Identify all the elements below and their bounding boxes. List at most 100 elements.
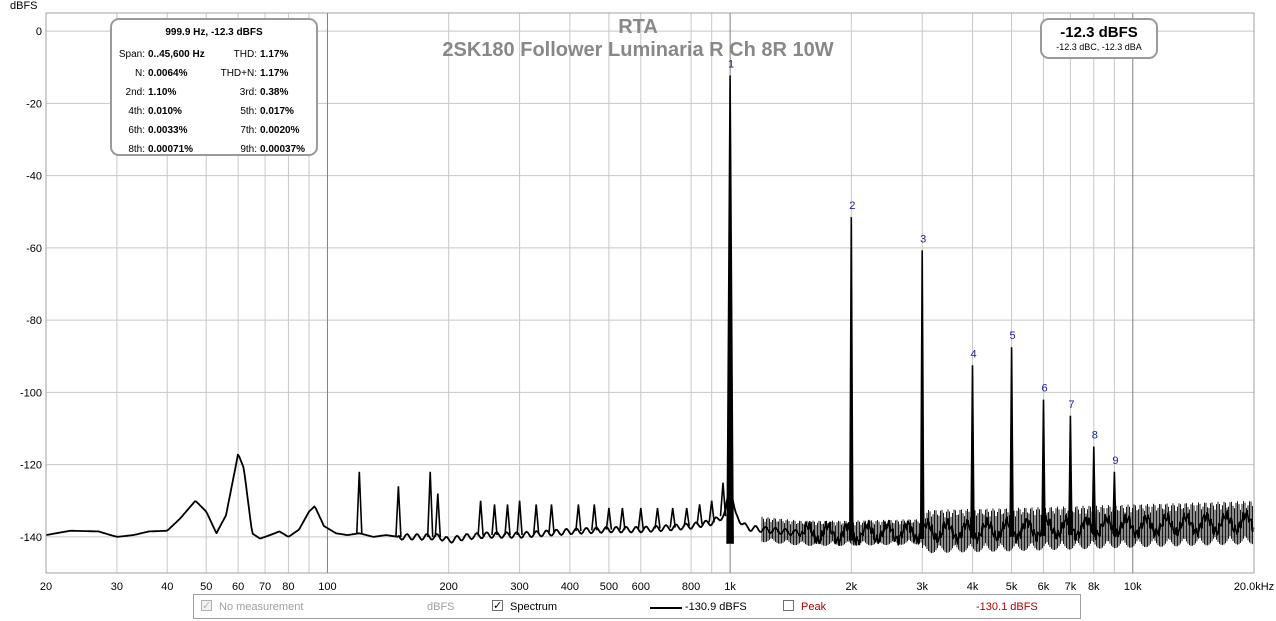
spectrum-label: Spectrum [510, 601, 558, 613]
no-measurement-checkbox[interactable]: ✓ [201, 600, 212, 612]
y-tick-label: 0 [36, 26, 42, 38]
distortion-stats-panel: 999.9 Hz, -12.3 dBFS Span: 0..45,600 Hz … [110, 18, 318, 156]
hum-spur [696, 504, 703, 525]
x-tick-label: 30 [111, 581, 123, 593]
no-measurement-unit: dBFS [427, 601, 455, 613]
harmonic-label: 4 [970, 348, 976, 360]
harmonic-label: 5 [1010, 330, 1016, 342]
harmonic-label: 8 [1092, 430, 1098, 442]
stat-label: 3rd: [239, 87, 257, 98]
x-tick-label: 600 [632, 581, 650, 593]
harmonic-peaks [356, 75, 1117, 544]
x-tick-label: 10k [1124, 581, 1142, 593]
stat-label: 6th: [128, 125, 145, 136]
stat-label: 7th: [240, 125, 257, 136]
spectrum-value: -130.9 dBFS [685, 601, 747, 613]
hum-spur [619, 507, 626, 530]
level-readout: -12.3 dBFS -12.3 dBC, -12.3 dBA [1040, 18, 1158, 59]
spectrum-line [45, 453, 1255, 546]
x-tick-label: 1k [724, 581, 736, 593]
x-tick-label: 100 [318, 581, 336, 593]
x-tick-label: 20.0kHz [1234, 581, 1274, 593]
hum-spur [356, 471, 363, 534]
hum-spur [654, 507, 661, 529]
y-tick-label: -20 [26, 98, 42, 110]
harmonic-peak [970, 365, 975, 538]
x-tick-label: 8k [1088, 581, 1100, 593]
stat-value: 0.00037% [260, 144, 306, 155]
x-tick-label: 20 [40, 581, 52, 593]
harmonic-label: 3 [920, 233, 926, 245]
peak-label: Peak [801, 601, 827, 613]
stat-value: 0.0033% [148, 125, 188, 136]
x-tick-label: 7k [1065, 581, 1077, 593]
chart-subtitle: 2SK180 Follower Luminaria R Ch 8R 10W [442, 39, 833, 61]
x-tick-label: 800 [682, 581, 700, 593]
hum-spur [719, 482, 727, 517]
x-tick-label: 60 [232, 581, 244, 593]
hum-spur [708, 500, 715, 523]
x-axis-ticks: 20 30 40 50 60 70 80 100 200 300 400 500 600 800 1k 2k 3… [40, 581, 1274, 593]
y-tick-label: -120 [20, 460, 42, 472]
hum-spur [683, 507, 690, 527]
chart-title: RTA [618, 16, 658, 38]
y-tick-label: -80 [26, 315, 42, 327]
stat-label: N: [135, 68, 145, 79]
stat-value: 1.17% [260, 68, 289, 79]
hum-spur [491, 504, 498, 536]
harmonic-labels: 1 2 3 4 5 6 7 8 9 [728, 59, 1118, 467]
y-tick-label: -60 [26, 243, 42, 255]
y-tick-label: -140 [20, 532, 42, 544]
y-axis-ticks: 0 -20 -40 -60 -80 -100 -120 -140 [20, 26, 42, 544]
x-tick-label: 200 [439, 581, 457, 593]
x-tick-label: 500 [600, 581, 618, 593]
hum-spur [532, 504, 540, 534]
stat-value: 1.10% [148, 87, 177, 98]
x-tick-label: 40 [161, 581, 173, 593]
stat-label: 8th: [128, 144, 145, 155]
harmonic-peak [919, 250, 925, 539]
x-tick-label: 300 [510, 581, 528, 593]
harmonic-label: 9 [1112, 455, 1118, 467]
x-tick-label: 3k [916, 581, 928, 593]
y-tick-label: -40 [26, 171, 42, 183]
harmonic-label: 2 [849, 200, 855, 212]
y-tick-label: -100 [20, 387, 42, 399]
harmonic-peak [1091, 446, 1097, 535]
hum-spur [575, 504, 582, 532]
stats-header: 999.9 Hz, -12.3 dBFS [165, 27, 263, 38]
x-tick-label: 80 [282, 581, 294, 593]
stat-label: Span: [118, 49, 145, 60]
x-tick-label: 6k [1038, 581, 1050, 593]
stat-value: 0.017% [260, 106, 294, 117]
harmonic-label: 6 [1041, 383, 1047, 395]
stat-label: THD: [233, 49, 257, 60]
harmonic-peak [1112, 471, 1117, 534]
stat-value: 0.0064% [148, 68, 188, 79]
stat-value: 0.38% [260, 87, 289, 98]
peak-checkbox[interactable] [783, 600, 794, 611]
stat-label: 9th: [240, 144, 257, 155]
x-tick-label: 4k [967, 581, 979, 593]
harmonic-peak [1009, 347, 1014, 537]
hum-spur [548, 504, 555, 533]
stat-value: 1.17% [260, 49, 289, 60]
stat-label: 4th: [128, 106, 145, 117]
stat-label: 2nd: [125, 87, 145, 98]
peak-value: -130.1 dBFS [976, 601, 1038, 613]
stat-value: 0.0020% [260, 125, 300, 136]
hum-spur [637, 507, 645, 530]
hum-spur [605, 507, 613, 530]
hum-spur [434, 493, 442, 537]
hum-spur [516, 500, 523, 536]
spectrum-line-swatch [650, 607, 682, 609]
harmonic-label: 7 [1068, 399, 1074, 411]
hum-spur [477, 500, 484, 536]
spectrum-checkbox[interactable]: ✓ [492, 600, 503, 612]
x-tick-label: 400 [561, 581, 579, 593]
plot-area-border [45, 12, 1255, 574]
no-measurement-label: No measurement [219, 601, 304, 613]
hum-spur [426, 471, 434, 537]
harmonic-peak [1068, 415, 1073, 536]
